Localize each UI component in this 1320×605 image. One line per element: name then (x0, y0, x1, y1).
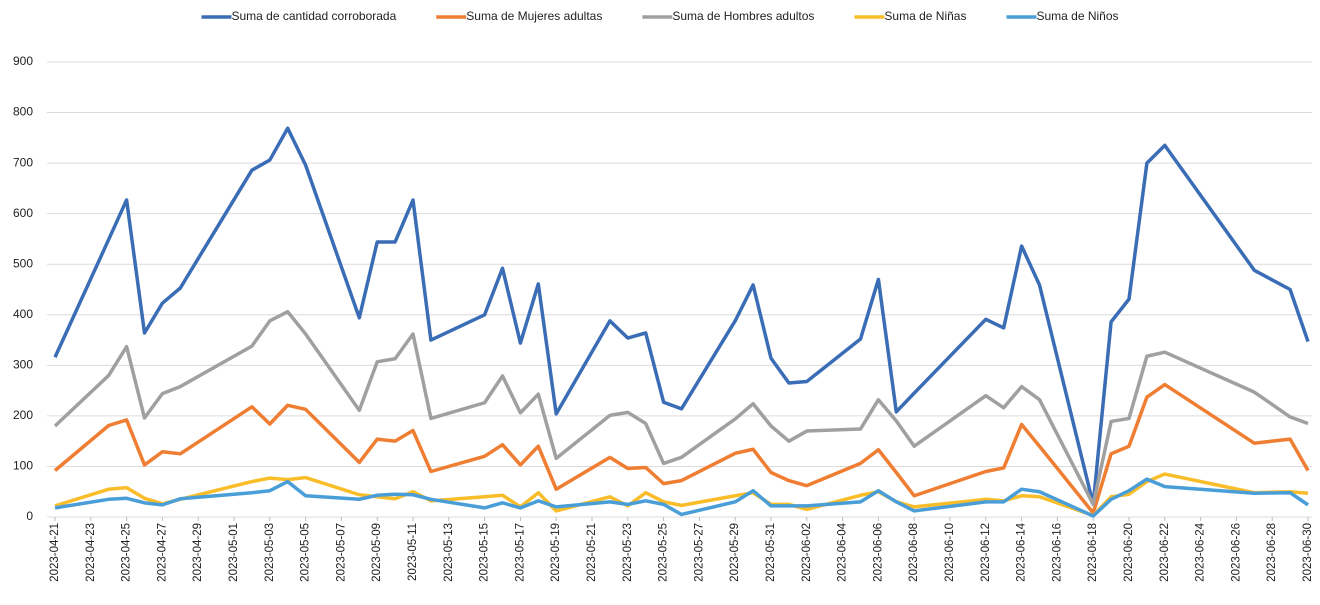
x-tick-label: 2023-05-15 (479, 523, 491, 582)
x-tick-label: 2023-05-07 (335, 523, 347, 582)
y-tick-label: 500 (13, 256, 33, 270)
series-line (54, 472, 1309, 518)
x-tick-label: 2023-06-26 (1230, 523, 1242, 582)
x-tick-label: 2023-04-21 (49, 523, 61, 582)
x-tick-label: 2023-06-30 (1302, 523, 1314, 582)
x-tick-label: 2023-05-11 (407, 523, 419, 581)
x-tick-label: 2023-06-10 (944, 523, 956, 582)
y-tick-label: 200 (13, 408, 33, 422)
y-tick-label: 100 (13, 459, 33, 473)
x-tick-label: 2023-04-25 (121, 523, 133, 582)
x-tick-label: 2023-05-19 (550, 523, 562, 582)
x-tick-label: 2023-05-01 (228, 523, 240, 582)
series-line (53, 126, 1310, 507)
legend-label: Suma de cantidad corroborada (231, 9, 396, 23)
y-tick-label: 600 (13, 206, 33, 220)
x-tick-label: 2023-06-28 (1266, 523, 1278, 582)
x-tick-label: 2023-06-02 (801, 523, 813, 582)
y-tick-label: 300 (13, 358, 33, 372)
y-tick-label: 0 (26, 509, 33, 523)
x-tick-label: 2023-05-05 (300, 523, 312, 582)
series-line (54, 477, 1309, 518)
x-tick-label: 2023-05-29 (729, 523, 741, 582)
series-line (53, 309, 1309, 507)
x-tick-label: 2023-06-20 (1123, 523, 1135, 582)
legend-label: Suma de Mujeres adultas (466, 9, 602, 23)
x-tick-label: 2023-06-08 (908, 523, 920, 582)
x-tick-label: 2023-06-24 (1195, 522, 1207, 581)
x-tick-label: 2023-06-14 (1016, 522, 1028, 581)
x-tick-label: 2023-06-06 (872, 523, 884, 582)
y-tick-label: 700 (13, 155, 33, 169)
x-tick-label: 2023-05-31 (765, 523, 777, 582)
legend-label: Suma de Hombres adultos (672, 9, 814, 23)
legend-label: Suma de Niños (1036, 9, 1118, 23)
x-tick-label: 2023-06-16 (1051, 523, 1063, 582)
x-tick-label: 2023-05-21 (586, 523, 598, 582)
x-tick-label: 2023-05-23 (622, 523, 634, 582)
x-tick-label: 2023-06-22 (1159, 523, 1171, 582)
y-tick-label: 800 (13, 105, 33, 119)
x-tick-label: 2023-06-12 (980, 523, 992, 582)
legend-label: Suma de Niñas (884, 9, 966, 23)
x-tick-label: 2023-05-03 (264, 523, 276, 582)
x-tick-label: 2023-06-04 (837, 522, 849, 581)
x-tick-label: 2023-05-25 (658, 523, 670, 582)
x-tick-label: 2023-05-17 (514, 523, 526, 582)
x-tick-label: 2023-04-29 (192, 523, 204, 582)
x-tick-label: 2023-04-23 (85, 523, 97, 582)
x-tick-label: 2023-05-27 (693, 523, 705, 582)
x-tick-label: 2023-05-09 (371, 523, 383, 582)
series-line (53, 382, 1310, 515)
x-tick-label: 2023-04-27 (156, 523, 168, 582)
y-tick-label: 400 (13, 307, 33, 321)
x-tick-label: 2023-06-18 (1087, 523, 1099, 582)
x-tick-label: 2023-05-13 (443, 523, 455, 582)
y-tick-label: 900 (13, 54, 33, 68)
